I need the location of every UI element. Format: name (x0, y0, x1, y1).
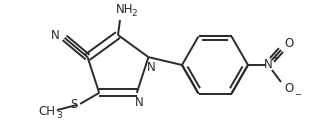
Text: N: N (147, 61, 156, 74)
Text: S: S (71, 98, 78, 111)
Text: +: + (272, 53, 279, 61)
Text: N: N (51, 29, 60, 42)
Text: O: O (284, 37, 293, 50)
Text: 3: 3 (56, 111, 62, 120)
Text: NH: NH (116, 2, 134, 15)
Text: 2: 2 (131, 8, 136, 18)
Text: N: N (264, 57, 272, 70)
Text: N: N (135, 96, 143, 109)
Text: O: O (284, 83, 293, 96)
Text: −: − (294, 90, 302, 99)
Text: CH: CH (38, 105, 56, 118)
